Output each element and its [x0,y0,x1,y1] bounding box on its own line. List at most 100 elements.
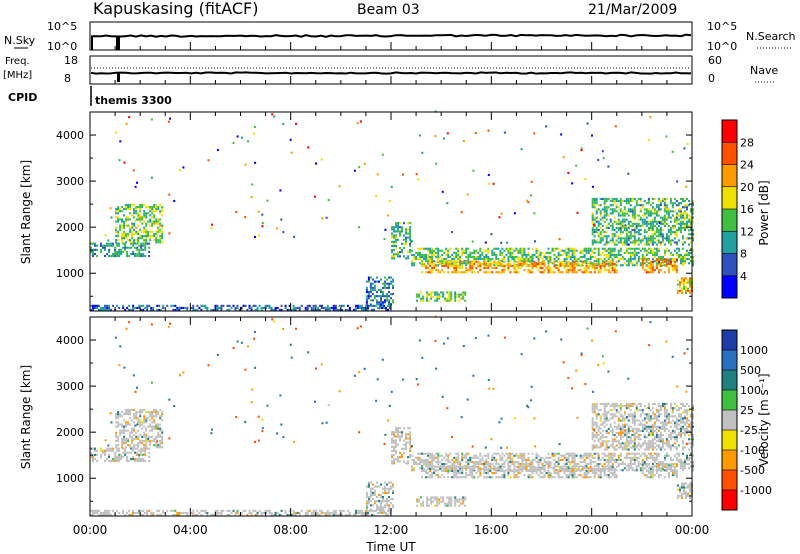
echo-cell [603,206,606,209]
echo-cell [607,260,610,263]
echo-cell [641,267,644,270]
echo-cell [593,256,596,259]
echo-cell [659,256,662,259]
echo-cell [133,413,136,416]
echo-cell [657,467,660,470]
echo-cell [663,202,666,205]
echo-cell [356,304,359,307]
echo-cell [680,214,682,217]
echo-cell [653,474,656,477]
echo-cell [503,249,506,252]
echo-cell [657,241,660,244]
echo-cell [279,189,282,192]
echo-cell [577,264,580,267]
echo-cell [519,467,522,470]
echo-cell [629,210,632,213]
echo-cell [633,251,636,254]
echo-cell [371,282,374,285]
echo-cell [122,447,125,450]
echo-cell [683,492,685,495]
echo-cell [123,419,126,422]
echo-cell [458,295,461,298]
echo-cell [559,271,562,274]
echo-cell [591,262,594,265]
echo-cell [683,285,685,288]
echo-cell [127,224,130,227]
echo-cell [122,304,125,307]
echo-cell [417,258,420,261]
echo-cell [142,304,145,307]
echo-cell [260,306,263,309]
echo-cell [573,247,576,250]
echo-cell [439,260,442,263]
echo-cell [477,469,480,472]
echo-cell [391,456,393,459]
echo-cell [161,442,164,445]
echo-cell [661,260,664,263]
echo-cell [106,304,109,307]
echo-cell [462,297,465,300]
echo-cell [391,232,393,235]
power-cbar-segment [722,253,737,277]
echo-cell [423,258,426,261]
echo-cell [409,232,412,235]
echo-cell [589,253,592,256]
echo-cell [425,472,428,475]
echo-cell [680,458,682,461]
echo-cell [465,249,468,252]
echo-cell [543,467,546,470]
echo-cell [161,241,164,244]
echo-cell [147,435,150,438]
echo-cell [461,260,464,263]
echo-cell [531,253,534,256]
echo-cell [613,264,616,267]
echo-cell [599,402,602,405]
echo-cell [683,287,685,290]
echo-cell [633,253,636,256]
echo-cell [401,226,403,229]
echo-cell [688,218,690,221]
echo-cell [399,234,401,237]
echo-cell [129,446,132,449]
echo-cell [585,467,588,470]
echo-cell [399,439,401,442]
echo-cell [543,262,546,265]
echo-cell [220,511,223,514]
echo-cell [131,427,134,430]
echo-cell [431,467,434,470]
echo-cell [553,267,556,270]
echo-cell [151,216,154,219]
echo-cell [149,444,152,447]
echo-cell [619,454,622,457]
echo-cell [161,210,164,213]
echo-cell [675,469,678,472]
echo-cell [130,447,133,450]
echo-cell [118,244,121,247]
echo-cell [623,237,626,240]
echo-cell [607,258,610,261]
echo-cell [529,262,532,265]
echo-cell [607,458,610,461]
echo-cell [663,476,666,479]
echo-cell [661,469,664,472]
echo-cell [631,228,634,231]
echo-cell [136,460,139,463]
echo-cell [553,260,556,263]
echo-cell [157,208,160,211]
echo-cell [485,469,488,472]
echo-cell [390,485,392,488]
echo-cell [661,216,664,219]
echo-cell [473,260,476,263]
echo-cell [123,435,126,438]
echo-cell [667,476,670,479]
echo-cell [378,295,380,298]
echo-cell [116,460,119,463]
echo-cell [515,452,518,455]
echo-cell [637,231,640,234]
echo-cell [633,247,636,250]
echo-cell [575,164,578,167]
echo-cell [669,229,672,232]
echo-cell [159,442,162,445]
echo-cell [149,415,152,418]
echo-cell [462,295,465,298]
